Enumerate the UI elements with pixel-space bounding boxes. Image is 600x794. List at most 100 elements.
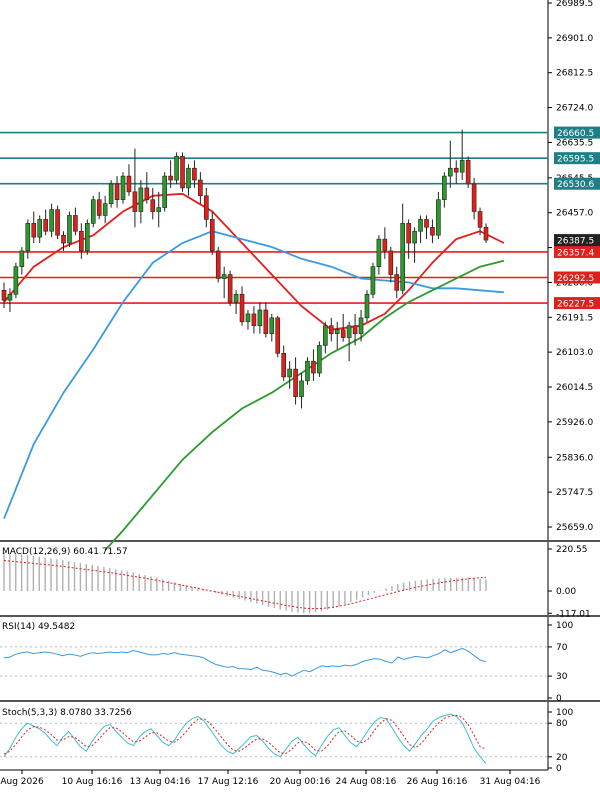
candle-body — [418, 219, 423, 232]
candle-body — [287, 368, 292, 378]
x-tick-label: 26 Aug 16:16 — [407, 777, 468, 787]
candle-body — [430, 226, 435, 236]
price-y-tick-label: 26724.0 — [556, 104, 593, 114]
candle-body — [281, 353, 286, 378]
candle-body — [328, 325, 334, 334]
candle-body — [108, 183, 114, 204]
candle-body — [471, 183, 477, 212]
candle-body — [67, 215, 72, 244]
candle-body — [49, 209, 54, 232]
moving-average-line — [3, 230, 504, 520]
stoch-d-line — [3, 714, 487, 755]
price-y-tick-label: 25836.0 — [556, 453, 593, 463]
candle-body — [120, 175, 126, 201]
candle-body — [251, 313, 257, 327]
candle-body — [90, 199, 96, 224]
candle-body — [376, 238, 382, 267]
candle-body — [400, 223, 405, 291]
candle-body — [150, 199, 156, 212]
candle-body — [73, 215, 78, 232]
macd-y-tick-label: 220.55 — [556, 545, 588, 555]
candle-body — [275, 317, 281, 354]
candle-body — [204, 195, 209, 220]
x-tick-label: Aug 2026 — [0, 777, 44, 787]
candle-body — [394, 274, 400, 291]
candle-body — [138, 187, 144, 212]
candle-body — [317, 345, 322, 374]
candle-body — [436, 199, 441, 236]
candle-body — [358, 317, 364, 334]
candle-body — [180, 156, 185, 189]
stoch-y-tick-label: 80 — [556, 719, 568, 729]
candle-body — [96, 199, 102, 216]
price-y-tick-label: 25659.0 — [556, 523, 593, 533]
moving-average-line — [3, 192, 505, 331]
candle-body — [233, 293, 239, 303]
candle-body — [382, 238, 388, 252]
candle-body — [239, 293, 245, 323]
candle-body — [323, 325, 328, 346]
level-label-bg — [554, 245, 600, 258]
candle-body — [424, 219, 429, 228]
candle-body — [483, 226, 489, 241]
price-y-tick-label: 26103.0 — [556, 348, 593, 358]
rsi-y-tick-label: 30 — [556, 672, 568, 682]
candle-body — [442, 175, 447, 201]
candle-body — [370, 266, 376, 295]
candle-body — [19, 250, 25, 267]
candle-body — [447, 167, 453, 177]
level-label-bg — [554, 177, 600, 190]
rsi-line — [3, 647, 487, 677]
candle-body — [61, 234, 66, 244]
candle-body — [13, 266, 19, 295]
candle-body — [126, 175, 132, 193]
candle-body — [79, 230, 84, 252]
candle-body — [453, 167, 459, 173]
level-label: 26530.6 — [557, 180, 594, 190]
price-y-tick-label: 26191.5 — [556, 313, 593, 323]
price-y-tick-label: 25747.5 — [556, 488, 593, 498]
candle-body — [37, 219, 43, 238]
x-tick-label: 13 Aug 04:16 — [130, 777, 191, 787]
candle-body — [102, 203, 108, 216]
rsi-y-tick-label: 100 — [556, 621, 573, 631]
candle-body — [144, 187, 150, 201]
macd-signal-line — [3, 560, 487, 610]
candle-body — [305, 360, 310, 382]
candle-body — [25, 223, 31, 252]
candle-body — [227, 274, 233, 303]
rsi-legend: RSI(14) 49.5482 — [2, 622, 75, 632]
candle-body — [192, 167, 197, 181]
candle-body — [132, 191, 138, 212]
candle-body — [156, 207, 162, 212]
candle-body — [477, 211, 483, 228]
x-tick-label: 20 Aug 00:16 — [270, 777, 331, 787]
rsi-y-tick-label: 0 — [556, 694, 562, 704]
candle-body — [209, 219, 215, 252]
candle-body — [85, 223, 90, 252]
price-y-tick-label: 26812.5 — [556, 69, 593, 79]
candle-body — [31, 223, 37, 238]
level-label-bg — [554, 152, 600, 165]
level-label: 26595.5 — [557, 155, 594, 165]
stoch-y-tick-label: 100 — [556, 708, 573, 718]
candle-body — [215, 250, 221, 279]
price-y-tick-label: 26989.5 — [556, 0, 593, 9]
candle-body — [263, 309, 269, 334]
candle-body — [114, 183, 120, 201]
candle-body — [334, 329, 340, 334]
level-label-bg — [554, 271, 600, 284]
candle-body — [340, 329, 346, 338]
candle-body — [293, 368, 298, 397]
x-tick-label: 24 Aug 08:16 — [336, 777, 397, 787]
price-y-tick-label: 25926.0 — [556, 418, 593, 428]
macd-y-tick-label: 0.00 — [556, 587, 576, 597]
rsi-y-tick-label: 70 — [556, 643, 568, 653]
macd-y-tick-label: -117.01 — [556, 609, 591, 619]
candle-body — [364, 293, 370, 319]
candle-body — [55, 209, 60, 236]
x-tick-label: 31 Aug 04:16 — [480, 777, 541, 787]
current-price-bg — [554, 234, 600, 247]
